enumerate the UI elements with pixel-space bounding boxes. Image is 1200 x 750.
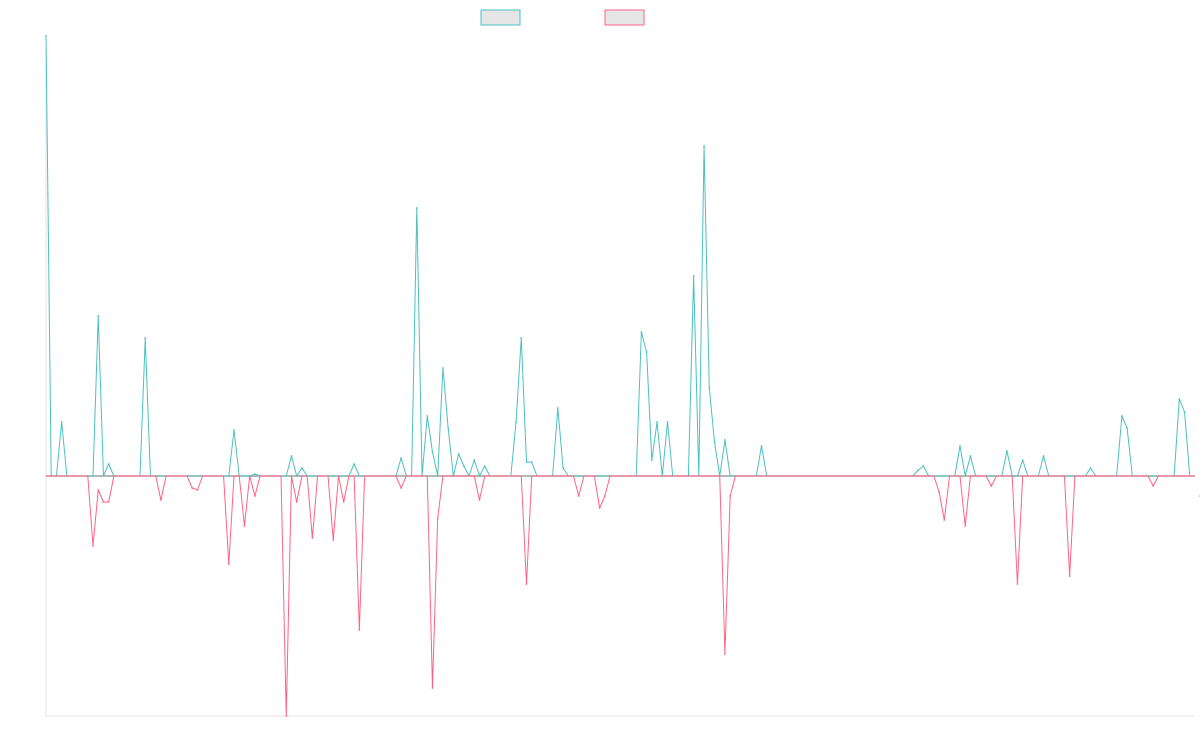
- series-1-point: [562, 467, 564, 469]
- series-2-point: [943, 519, 946, 521]
- legend-swatch-2[interactable]: [604, 9, 645, 26]
- series-1-point: [426, 415, 429, 417]
- series-1-point: [97, 315, 100, 317]
- series-1-point: [462, 465, 465, 467]
- series-1-point: [415, 207, 418, 209]
- series-2-point: [724, 653, 726, 655]
- series-1-point: [254, 473, 256, 475]
- series-1-point: [1089, 467, 1092, 469]
- series-2-point: [295, 501, 298, 503]
- series-1-point: [1183, 411, 1186, 413]
- series-layer: [45, 35, 1200, 717]
- series-1-point: [713, 441, 716, 443]
- series-2-point: [97, 489, 100, 491]
- series-1-point: [724, 439, 726, 441]
- series-2-point: [160, 499, 162, 501]
- series-2-point: [1152, 485, 1155, 487]
- series-2-point: [598, 507, 601, 509]
- series-1-point: [525, 461, 528, 463]
- series-2-point: [342, 501, 345, 503]
- series-2-point: [102, 501, 105, 503]
- series-2-point: [577, 495, 580, 497]
- series-1-point: [1021, 459, 1024, 461]
- series-1-point: [1006, 450, 1008, 452]
- series-1-point: [666, 421, 669, 423]
- series-1-point: [520, 337, 523, 339]
- series-2-point: [358, 629, 361, 631]
- series-1-point: [353, 463, 356, 465]
- series-1-point: [1042, 455, 1045, 457]
- series-1-point: [969, 455, 972, 457]
- series-2-point: [1068, 575, 1071, 577]
- series-1-point: [400, 457, 403, 459]
- series-2-point: [1016, 583, 1019, 585]
- series-line-2: [46, 475, 1195, 717]
- legend: [480, 9, 645, 26]
- series-1-point: [431, 451, 434, 453]
- series-1-point: [692, 275, 695, 277]
- series-1-point: [60, 421, 63, 423]
- series-2-point: [196, 489, 199, 491]
- axes: [45, 36, 1195, 717]
- series-2-point: [603, 495, 606, 497]
- series-line-1: [45, 35, 1195, 477]
- series-2-point: [478, 499, 481, 501]
- series-1-point: [447, 427, 450, 429]
- series-1-point: [442, 367, 444, 369]
- series-1-point: [708, 387, 711, 389]
- series-2-point: [400, 487, 403, 489]
- series-1-point: [515, 421, 517, 423]
- series-1-point: [233, 429, 235, 431]
- series-2-point: [243, 525, 246, 527]
- series-2-point: [311, 537, 314, 539]
- series-1-point: [760, 445, 763, 447]
- series-1-point: [656, 421, 658, 423]
- series-1-point: [703, 145, 705, 147]
- series-1-point: [650, 459, 653, 461]
- series-2-point: [938, 491, 940, 493]
- series-2-point: [254, 495, 256, 497]
- series-2-point: [227, 563, 230, 565]
- series-1-point: [1178, 398, 1181, 400]
- series-1-point: [483, 465, 486, 467]
- series-1-point: [640, 331, 643, 333]
- series-2-point: [92, 545, 94, 547]
- series-2-point: [191, 487, 194, 489]
- legend-swatch-1[interactable]: [480, 9, 521, 26]
- series-2-point: [431, 687, 434, 689]
- series-2-point: [990, 485, 993, 487]
- series-1-point: [1120, 415, 1123, 417]
- series-1-point: [556, 407, 559, 409]
- series-2-point: [729, 495, 732, 497]
- series-2-point: [525, 583, 528, 585]
- series-1-point: [917, 469, 920, 471]
- series-1-point: [645, 351, 648, 353]
- series-2-point: [964, 525, 967, 527]
- series-1-point: [922, 465, 925, 467]
- series-1-point: [290, 455, 293, 457]
- series-1-point: [301, 467, 303, 469]
- series-1-point: [107, 463, 110, 465]
- series-1-point: [530, 461, 533, 463]
- series-2-point: [285, 715, 288, 717]
- series-2-point: [107, 501, 110, 503]
- series-1-point: [457, 453, 460, 455]
- series-1-point: [959, 445, 961, 447]
- series-1-point: [144, 337, 147, 339]
- series-1-point: [1126, 427, 1128, 429]
- series-1-point: [45, 35, 47, 37]
- series-2-point: [436, 517, 439, 519]
- series-2-point: [332, 539, 335, 541]
- series-1-point: [473, 459, 476, 461]
